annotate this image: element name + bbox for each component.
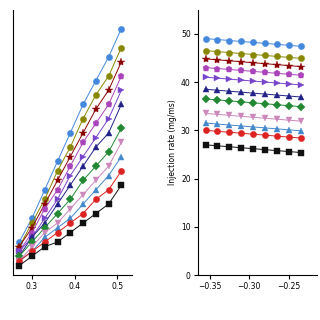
Y-axis label: Injection rate (mg/ms): Injection rate (mg/ms) — [168, 100, 177, 185]
